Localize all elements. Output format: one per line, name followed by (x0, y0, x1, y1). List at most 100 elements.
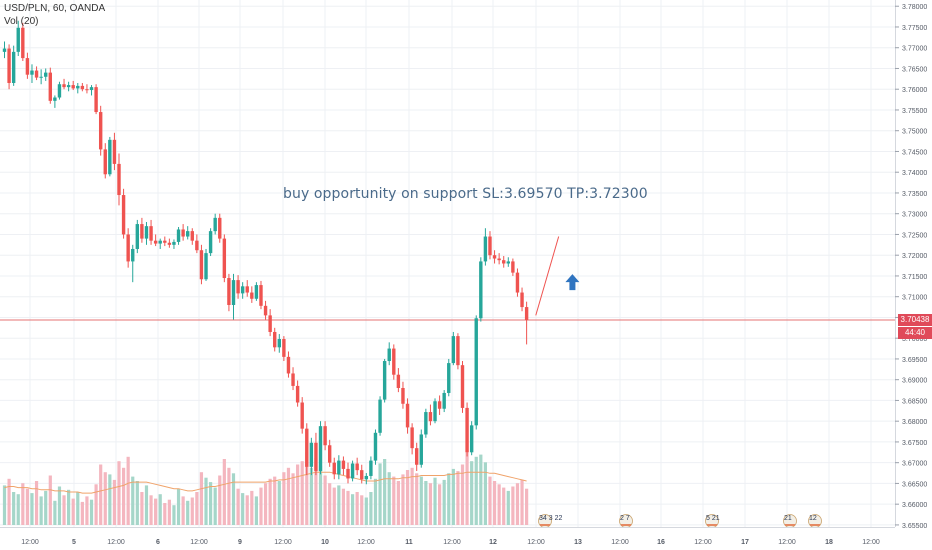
volume-bar (502, 487, 506, 525)
candle-body (186, 231, 190, 237)
candle-body (16, 27, 20, 52)
candle-body (451, 336, 456, 364)
time-axis[interactable]: 12:00 5 12:00 6 12:00 9 12:00 10 12:00 11 12:00 12 1… (0, 527, 895, 547)
volume-bar (176, 488, 181, 525)
volume-legend[interactable]: Vol (20) (4, 16, 39, 27)
volume-bar (241, 493, 245, 525)
volume-bar (401, 474, 405, 525)
price-tick-label: 3.65500 (902, 523, 927, 530)
price-axis-bg (895, 0, 932, 550)
event-count: 12 (809, 515, 817, 522)
price-tick-label: 3.74000 (902, 170, 927, 177)
price-tick-label: 3.76000 (902, 87, 927, 94)
candle-body (167, 242, 172, 245)
volume-bar (525, 488, 529, 525)
price-tick-label: 3.77500 (902, 25, 927, 32)
price-tick-label: 3.66500 (902, 481, 927, 488)
volume-bar (126, 456, 130, 525)
volume-bar (12, 492, 16, 525)
candle-body (456, 336, 460, 366)
volume-bar (71, 498, 75, 525)
candle-body (153, 240, 158, 244)
candle-body (131, 248, 135, 262)
candle-body (396, 374, 401, 388)
candle-body (89, 87, 94, 91)
candle-body (502, 260, 506, 264)
candle-body (447, 363, 451, 393)
candle-body (227, 278, 231, 305)
symbol-legend[interactable]: USD/PLN, 60, OANDA (4, 3, 106, 14)
volume-bar (438, 484, 442, 525)
volume-bar (341, 488, 346, 525)
volume-bar (231, 473, 236, 525)
volume-bar (213, 487, 217, 525)
candle-body (98, 112, 103, 150)
volume-bar (309, 467, 313, 525)
volume-bar (515, 483, 520, 525)
bar-countdown-badge: 44:40 (898, 327, 932, 340)
candle-body (199, 250, 204, 280)
candle-body (295, 385, 300, 403)
volume-bar (428, 483, 433, 525)
volume-bar (305, 452, 309, 525)
candles[interactable] (2, 20, 529, 485)
trend-line[interactable] (535, 236, 560, 316)
candle-body (7, 48, 11, 83)
time-tick-label: 12:00 (274, 539, 292, 546)
volume-bar (268, 478, 272, 525)
volume-bar (167, 499, 171, 525)
candle-body (346, 468, 350, 479)
volume-bar (254, 496, 258, 525)
candle-body (158, 240, 162, 244)
volume-bar (53, 500, 57, 525)
volume-bar (250, 490, 254, 525)
price-tick-label: 3.78000 (902, 4, 927, 11)
volume-bar (263, 483, 268, 525)
candle-body (350, 463, 355, 479)
candle-body (240, 286, 245, 294)
time-tick-label: 12:00 (862, 539, 880, 546)
candle-body (195, 240, 199, 251)
volume-bar (286, 467, 291, 525)
candle-body (126, 234, 130, 262)
candle-body (39, 76, 43, 78)
arrow-up-shape (565, 274, 580, 291)
candle-body (382, 361, 387, 400)
candle-body (442, 392, 446, 409)
price-axis[interactable]: 3.78000 3.77500 3.77000 3.76500 3.76000 3.755… (895, 0, 932, 550)
volume-bar (483, 462, 487, 525)
price-tick-label: 3.75000 (902, 129, 927, 136)
volume-bar (415, 473, 419, 525)
volume-bar (103, 472, 107, 525)
candle-body (337, 460, 341, 475)
time-tick-label: 16 (657, 539, 665, 546)
volume-bar (199, 472, 204, 525)
event-flag-stripe (810, 524, 820, 526)
time-tick-label: 12 (489, 539, 497, 546)
volume-ma-line (4, 471, 527, 494)
candle-body (433, 401, 437, 422)
volume-bar (405, 470, 410, 525)
time-tick-label: 13 (574, 539, 582, 546)
volume-bar (465, 452, 469, 525)
candle-body (172, 241, 176, 245)
candle-body (250, 292, 254, 299)
arrow-up-icon[interactable] (565, 274, 580, 291)
economic-events[interactable]: 34 3 22 2 7 5 21 21 12 (538, 514, 822, 528)
price-tick-label: 3.70000 (902, 336, 927, 343)
volume-bar (456, 471, 460, 525)
volume-bar (39, 496, 43, 525)
volume-bar (149, 495, 153, 525)
candle-body (144, 226, 149, 239)
candle-body (282, 339, 286, 357)
candle-body (474, 318, 478, 426)
time-tick-label: 12:00 (107, 539, 125, 546)
price-tick-label: 3.73000 (902, 212, 927, 219)
candle-body (121, 195, 126, 235)
volume-bar (451, 468, 455, 525)
candle-body (355, 463, 359, 471)
volume-bar (99, 464, 103, 525)
price-tick-label: 3.74500 (902, 149, 927, 156)
price-tick-label: 3.72000 (902, 253, 927, 260)
